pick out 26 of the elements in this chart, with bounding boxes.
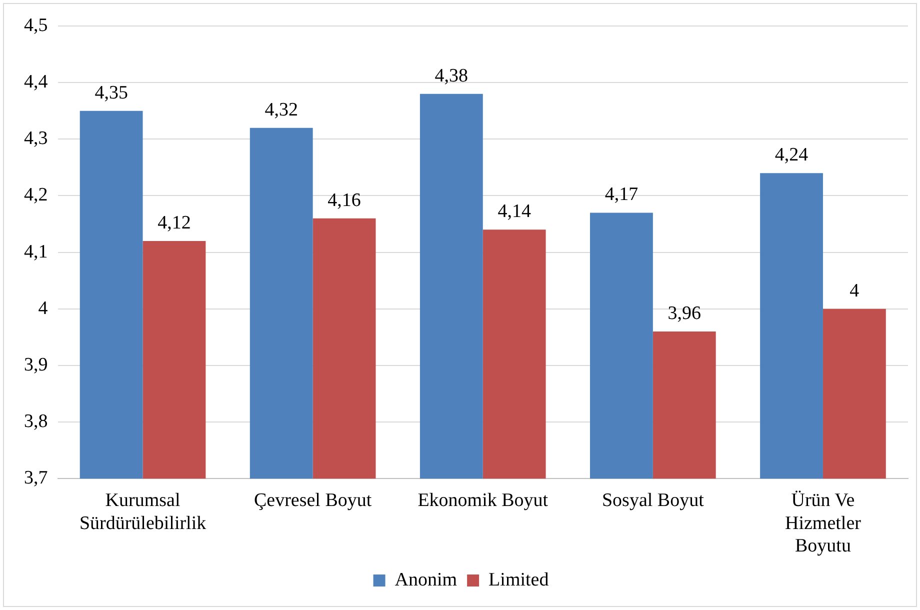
- x-tick-label: Ekonomik Boyut: [418, 490, 549, 511]
- y-tick-label: 4,1: [24, 241, 48, 262]
- x-tick-label: Kurumsal Sürdürülebilirlik: [79, 490, 207, 534]
- data-label: 4,35: [94, 82, 128, 104]
- data-label: 4,14: [498, 201, 532, 222]
- x-tick-label: Ürün Ve Hizmetler Boyutu: [784, 490, 862, 557]
- legend-label: Limited: [488, 569, 550, 590]
- data-label: 4,17: [604, 184, 638, 206]
- data-label: 4,16: [328, 190, 361, 211]
- y-tick-label: 4,5: [24, 14, 48, 36]
- y-tick-label: 3,7: [24, 468, 48, 489]
- y-tick-label: 4,3: [24, 128, 48, 150]
- y-tick-label: 4,2: [24, 184, 48, 206]
- data-label: 3,96: [668, 302, 702, 324]
- data-label: 4,12: [158, 212, 191, 234]
- x-tick-label: Çevresel Boyut: [254, 490, 372, 511]
- data-label: 4: [850, 280, 860, 302]
- y-tick-label: 4,4: [24, 72, 48, 93]
- y-tick-label: 3,8: [24, 411, 48, 432]
- y-tick-label: 4: [38, 298, 48, 319]
- data-label: 4,32: [264, 99, 298, 120]
- x-tick-label: Sosyal Boyut: [602, 490, 705, 511]
- y-tick-label: 3,9: [24, 354, 48, 376]
- data-label: 4,38: [434, 65, 468, 86]
- legend-label: Anonim: [394, 569, 458, 590]
- data-label: 4,24: [774, 144, 809, 166]
